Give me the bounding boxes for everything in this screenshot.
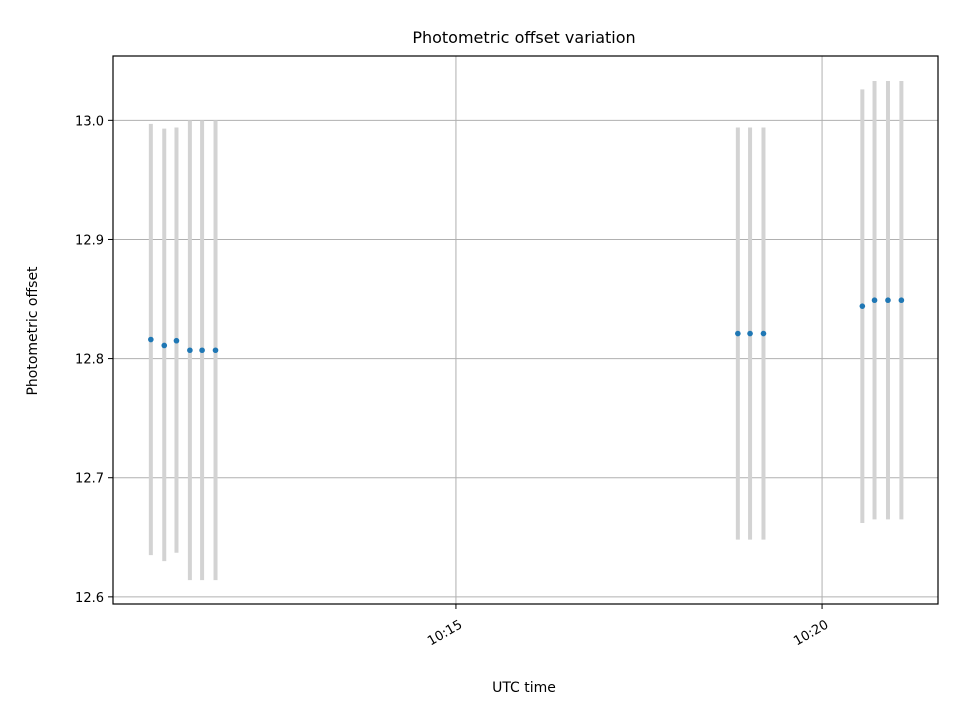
plot-frame bbox=[112, 55, 939, 605]
y-axis-ticks: 12.6 12.7 12.8 12.9 13.0 bbox=[75, 114, 113, 606]
data-point bbox=[161, 342, 168, 349]
y-tick-label: 12.7 bbox=[75, 472, 104, 487]
data-point bbox=[212, 347, 219, 354]
y-tick-label: 12.9 bbox=[75, 233, 104, 248]
y-tick-label: 12.6 bbox=[75, 591, 104, 606]
data-point bbox=[859, 303, 866, 309]
y-tick-label: 13.0 bbox=[75, 114, 104, 129]
y-tick-label: 12.8 bbox=[75, 353, 104, 368]
data-point bbox=[148, 336, 154, 343]
data-points bbox=[148, 297, 905, 354]
grid bbox=[113, 56, 938, 604]
data-point bbox=[735, 330, 741, 337]
data-point bbox=[199, 347, 205, 354]
data-point bbox=[747, 330, 753, 337]
data-point bbox=[760, 330, 767, 337]
x-axis-label: UTC time bbox=[492, 680, 556, 696]
y-axis-label: Photometric offset bbox=[25, 266, 41, 396]
data-point bbox=[187, 347, 193, 354]
chart-title: Photometric offset variation bbox=[412, 28, 635, 47]
data-point bbox=[173, 337, 180, 344]
data-point bbox=[885, 297, 891, 304]
data-point bbox=[898, 297, 905, 304]
data-point bbox=[871, 297, 878, 304]
